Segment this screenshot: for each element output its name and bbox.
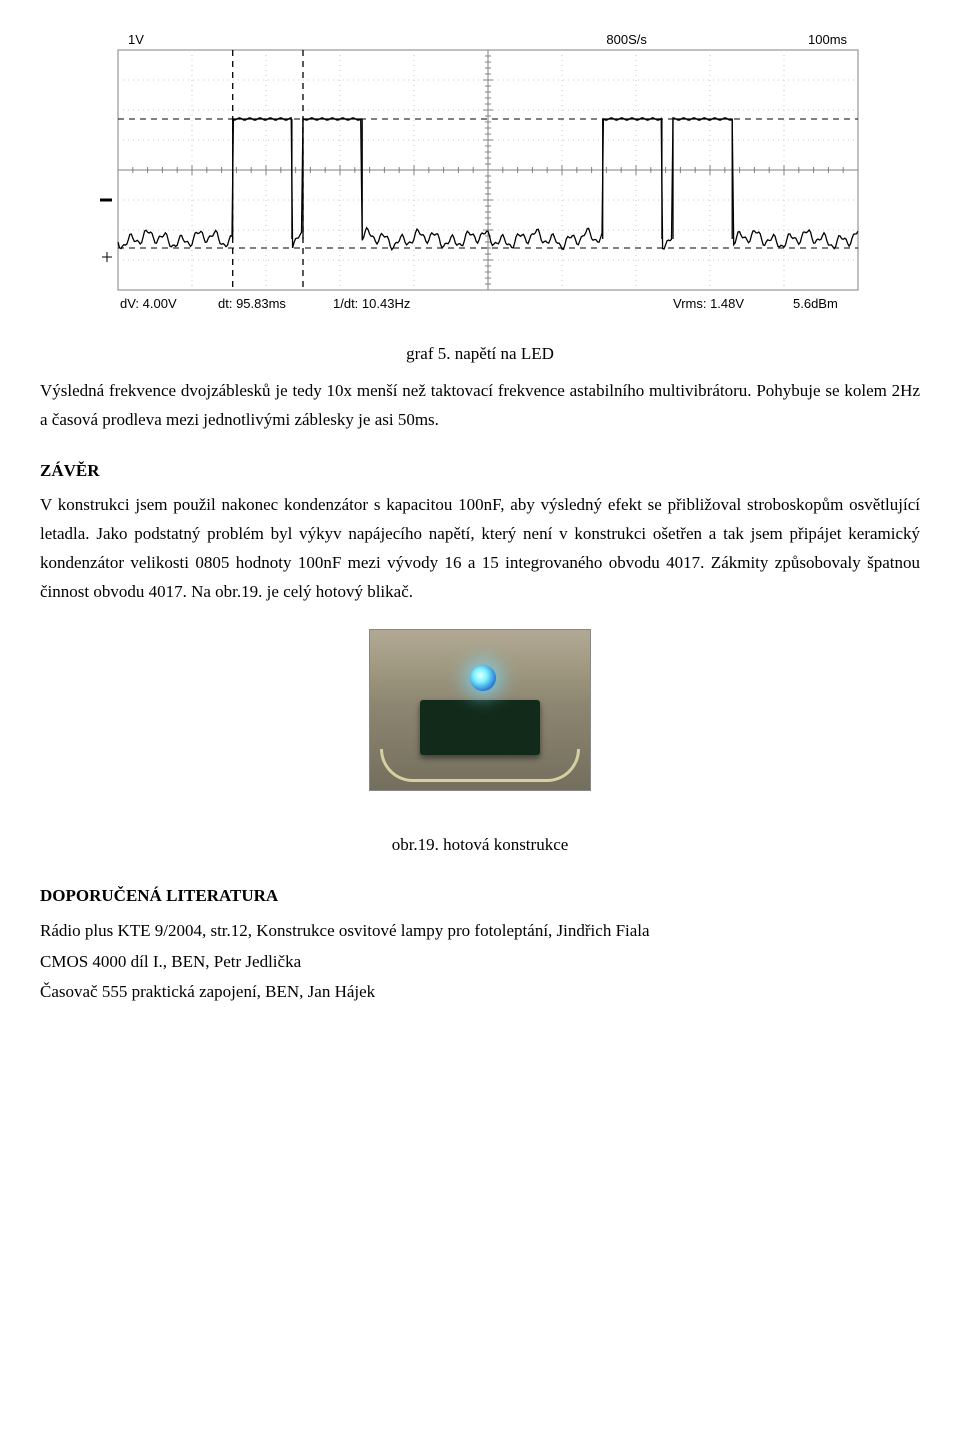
svg-text:dV: 4.00V: dV: 4.00V — [120, 296, 177, 311]
construction-photo — [369, 629, 591, 791]
figure-caption: obr.19. hotová konstrukce — [40, 831, 920, 860]
section-title-literature: DOPORUČENÁ LITERATURA — [40, 882, 920, 911]
section-title-zaver: ZÁVĚR — [40, 457, 920, 486]
oscilloscope-figure: 1V 800S/s 100ms dV: 4.00V dt: 95.83ms 1/dt: 1… — [80, 30, 880, 330]
references-list: Rádio plus KTE 9/2004, str.12, Konstrukc… — [40, 917, 920, 1008]
paragraph-intro: Výsledná frekvence dvojzáblesků je tedy … — [40, 377, 920, 435]
svg-text:1/dt: 10.43Hz: 1/dt: 10.43Hz — [333, 296, 410, 311]
svg-text:5.6dBm: 5.6dBm — [793, 296, 838, 311]
reference-item: CMOS 4000 díl I., BEN, Petr Jedlička — [40, 948, 920, 977]
svg-text:800S/s: 800S/s — [606, 32, 647, 47]
photo-figure — [40, 629, 920, 801]
oscilloscope-svg: 1V 800S/s 100ms dV: 4.00V dt: 95.83ms 1/dt: 1… — [80, 30, 880, 320]
graph-caption: graf 5. napětí na LED — [40, 340, 920, 369]
reference-item: Časovač 555 praktická zapojení, BEN, Jan… — [40, 978, 920, 1007]
reference-item: Rádio plus KTE 9/2004, str.12, Konstrukc… — [40, 917, 920, 946]
svg-text:dt: 95.83ms: dt: 95.83ms — [218, 296, 286, 311]
svg-text:100ms: 100ms — [808, 32, 848, 47]
svg-text:Vrms: 1.48V: Vrms: 1.48V — [673, 296, 744, 311]
paragraph-zaver: V konstrukci jsem použil nakonec kondenz… — [40, 491, 920, 607]
svg-text:1V: 1V — [128, 32, 144, 47]
